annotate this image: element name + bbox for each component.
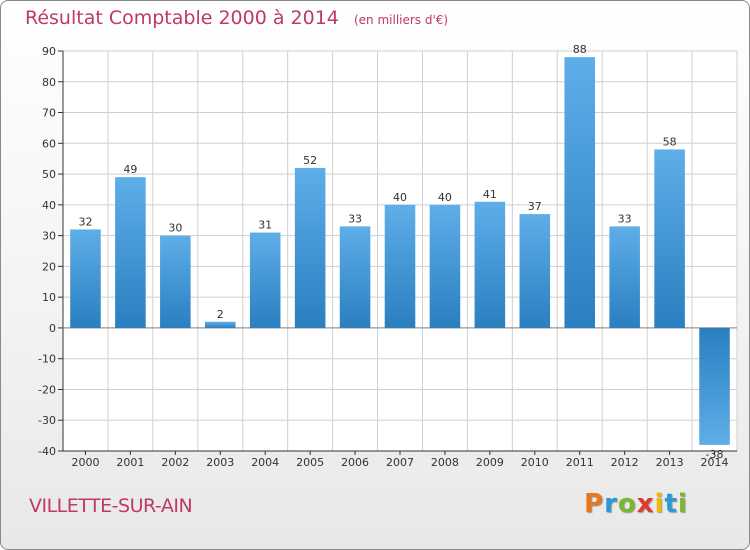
y-tick-label: 40 xyxy=(42,199,56,212)
value-label: 58 xyxy=(663,135,677,148)
y-tick-label: 20 xyxy=(42,260,56,273)
x-tick-label: 2010 xyxy=(521,456,549,469)
x-tick-label: 2002 xyxy=(161,456,189,469)
bar-2003 xyxy=(204,321,236,328)
x-tick-label: 2004 xyxy=(251,456,279,469)
logo-letter: o xyxy=(617,489,637,519)
title-row: Résultat Comptable 2000 à 2014 (en milli… xyxy=(25,7,448,29)
y-tick-label: 70 xyxy=(42,107,56,120)
bar-2002 xyxy=(160,235,191,328)
chart-subtitle: (en milliers d'€) xyxy=(353,13,449,27)
bar-2009 xyxy=(474,201,506,328)
y-tick-label: -20 xyxy=(38,383,56,396)
logo-letter: t xyxy=(664,489,678,519)
y-tick-label: -40 xyxy=(38,445,56,458)
bar-2004 xyxy=(249,232,281,328)
y-tick-label: 30 xyxy=(42,230,56,243)
value-label: 31 xyxy=(258,219,272,232)
y-tick-label: 80 xyxy=(42,76,56,89)
value-label: 52 xyxy=(303,154,317,167)
value-label: 40 xyxy=(393,191,407,204)
x-tick-label: 2000 xyxy=(71,456,99,469)
logo-letter: i xyxy=(654,489,665,519)
bar-2005 xyxy=(294,167,326,328)
value-label: 88 xyxy=(573,43,587,56)
town-name: VILLETTE-SUR-AIN xyxy=(29,495,193,517)
x-tick-label: 2007 xyxy=(386,456,414,469)
bar-2007 xyxy=(384,204,416,328)
value-label: 40 xyxy=(438,191,452,204)
x-tick-label: 2008 xyxy=(431,456,459,469)
y-tick-label: 60 xyxy=(42,137,56,150)
bar-2001 xyxy=(115,177,146,328)
x-tick-label: 2009 xyxy=(476,456,504,469)
y-tick-label: -30 xyxy=(38,414,56,427)
bar-2010 xyxy=(519,214,551,328)
bar-2008 xyxy=(429,204,461,328)
bar-2012 xyxy=(609,226,640,328)
x-tick-label: 2006 xyxy=(341,456,369,469)
bar-2013 xyxy=(654,149,685,328)
y-tick-label: 90 xyxy=(42,45,56,58)
value-label: 32 xyxy=(78,215,92,228)
logo-letter: i xyxy=(677,489,688,519)
value-label: 49 xyxy=(123,163,137,176)
bar-2011 xyxy=(564,57,596,328)
y-tick-label: -10 xyxy=(38,353,56,366)
logo-letter: P xyxy=(584,489,605,519)
logo-letter: r xyxy=(604,489,618,519)
proxiti-logo[interactable]: Proxiti xyxy=(584,489,688,519)
x-tick-label: 2005 xyxy=(296,456,324,469)
chart-title: Résultat Comptable 2000 à 2014 xyxy=(25,7,339,29)
x-tick-label: 2001 xyxy=(116,456,144,469)
value-label: 2 xyxy=(217,308,224,321)
value-label: 30 xyxy=(168,222,182,235)
y-tick-label: 50 xyxy=(42,168,56,181)
y-tick-label: 10 xyxy=(42,291,56,304)
x-tick-label: 2011 xyxy=(566,456,594,469)
y-tick-label: 0 xyxy=(49,322,56,335)
value-label: 33 xyxy=(618,212,632,225)
bar-2014 xyxy=(699,327,730,445)
value-label: 33 xyxy=(348,212,362,225)
bar-2000 xyxy=(70,229,101,328)
x-tick-label: 2014 xyxy=(701,456,729,469)
logo-letter: x xyxy=(636,489,655,519)
value-label: 41 xyxy=(483,188,497,201)
x-tick-label: 2013 xyxy=(656,456,684,469)
x-tick-label: 2012 xyxy=(611,456,639,469)
bar-2006 xyxy=(339,226,371,328)
x-tick-label: 2003 xyxy=(206,456,234,469)
value-label: 37 xyxy=(528,200,542,213)
